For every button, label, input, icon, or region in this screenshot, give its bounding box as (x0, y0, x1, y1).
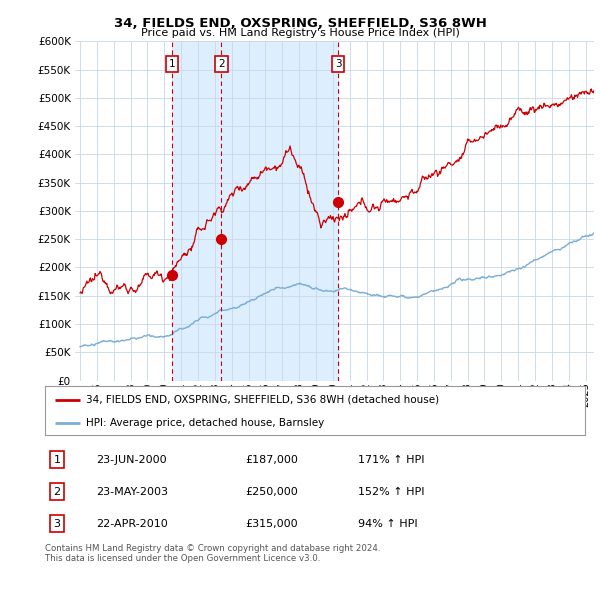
Text: 3: 3 (53, 519, 61, 529)
Text: 22-APR-2010: 22-APR-2010 (96, 519, 168, 529)
Text: HPI: Average price, detached house, Barnsley: HPI: Average price, detached house, Barn… (86, 418, 324, 428)
Text: £315,000: £315,000 (245, 519, 298, 529)
Bar (172, 41, 338, 381)
Text: £187,000: £187,000 (245, 455, 298, 464)
Text: 2: 2 (53, 487, 61, 497)
Text: 171% ↑ HPI: 171% ↑ HPI (358, 455, 425, 464)
Text: Contains HM Land Registry data © Crown copyright and database right 2024.
This d: Contains HM Land Registry data © Crown c… (45, 544, 380, 563)
Text: 152% ↑ HPI: 152% ↑ HPI (358, 487, 425, 497)
Text: 23-MAY-2003: 23-MAY-2003 (96, 487, 168, 497)
Text: 34, FIELDS END, OXSPRING, SHEFFIELD, S36 8WH (detached house): 34, FIELDS END, OXSPRING, SHEFFIELD, S36… (86, 395, 439, 405)
Text: 1: 1 (53, 455, 61, 464)
Text: Price paid vs. HM Land Registry's House Price Index (HPI): Price paid vs. HM Land Registry's House … (140, 28, 460, 38)
Text: 3: 3 (335, 59, 341, 69)
Text: 1: 1 (169, 59, 176, 69)
Text: 23-JUN-2000: 23-JUN-2000 (96, 455, 167, 464)
Text: £250,000: £250,000 (245, 487, 298, 497)
Text: 94% ↑ HPI: 94% ↑ HPI (358, 519, 418, 529)
Text: 34, FIELDS END, OXSPRING, SHEFFIELD, S36 8WH: 34, FIELDS END, OXSPRING, SHEFFIELD, S36… (113, 17, 487, 30)
Text: 2: 2 (218, 59, 225, 69)
